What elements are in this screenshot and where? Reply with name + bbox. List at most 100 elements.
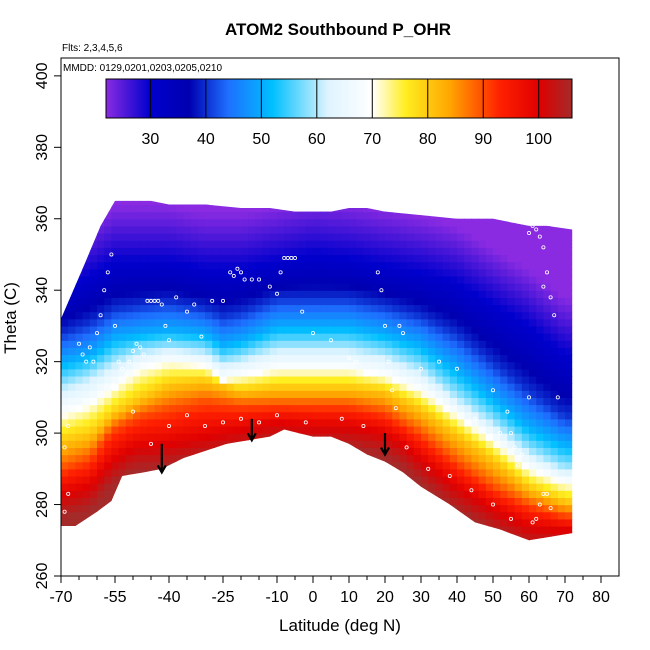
heatmap-cell bbox=[399, 354, 408, 363]
heatmap-cell bbox=[255, 540, 263, 548]
heatmap-cell bbox=[457, 354, 465, 363]
heatmap-cell bbox=[248, 261, 256, 270]
heatmap-cell bbox=[277, 347, 285, 356]
heatmap-cell bbox=[500, 440, 508, 448]
heatmap-cell bbox=[493, 511, 501, 520]
heatmap-cell bbox=[457, 361, 465, 370]
heatmap-cell bbox=[219, 540, 227, 548]
heatmap-cell bbox=[183, 275, 192, 284]
heatmap-cell bbox=[248, 283, 256, 291]
heatmap-cell bbox=[529, 411, 537, 420]
heatmap-cell bbox=[111, 411, 120, 420]
heatmap-cell bbox=[320, 525, 328, 534]
heatmap-cell bbox=[277, 383, 285, 391]
heatmap-cell bbox=[111, 390, 120, 398]
heatmap-cell bbox=[284, 283, 292, 291]
heatmap-cell bbox=[248, 483, 256, 491]
heatmap-cell bbox=[334, 200, 343, 206]
heatmap-cell bbox=[471, 333, 480, 341]
profile-point bbox=[498, 431, 503, 436]
heatmap-cell bbox=[161, 497, 170, 506]
heatmap-cell bbox=[169, 340, 177, 348]
heatmap-cell bbox=[442, 333, 451, 341]
heatmap-cell bbox=[305, 490, 314, 498]
profile-point bbox=[166, 338, 171, 343]
heatmap-cell bbox=[298, 368, 307, 377]
heatmap-cell bbox=[356, 468, 364, 477]
heatmap-cell bbox=[169, 418, 177, 427]
heatmap-cell bbox=[413, 200, 422, 206]
heatmap-cell bbox=[68, 211, 76, 220]
profile-point bbox=[300, 309, 305, 314]
heatmap-cell bbox=[248, 461, 256, 470]
heatmap-cell bbox=[320, 504, 328, 513]
heatmap-cell bbox=[169, 447, 177, 456]
heatmap-cell bbox=[485, 268, 494, 277]
heatmap-cell bbox=[485, 518, 494, 527]
heatmap-cell bbox=[190, 511, 199, 520]
heatmap-cell bbox=[61, 418, 69, 427]
heatmap-cell bbox=[82, 325, 91, 334]
heatmap-cell bbox=[485, 304, 494, 313]
heatmap-cell bbox=[529, 333, 537, 341]
heatmap-cell bbox=[421, 518, 429, 527]
heatmap-cell bbox=[190, 490, 199, 498]
arrows bbox=[156, 418, 390, 475]
heatmap-cell bbox=[140, 390, 148, 398]
heatmap-cell bbox=[435, 475, 444, 484]
heatmap-cell bbox=[190, 297, 199, 306]
heatmap-cell bbox=[435, 540, 443, 548]
heatmap-cell bbox=[291, 225, 300, 234]
heatmap-cell bbox=[442, 390, 451, 398]
heatmap-cell bbox=[205, 440, 213, 448]
profile-point bbox=[328, 338, 333, 343]
heatmap-cell bbox=[529, 383, 537, 391]
heatmap-cell bbox=[550, 490, 559, 498]
heatmap-cell bbox=[241, 333, 249, 341]
heatmap-cell bbox=[219, 318, 228, 327]
heatmap-cell bbox=[255, 283, 264, 291]
heatmap-cell bbox=[349, 333, 357, 341]
heatmap-cell bbox=[269, 433, 278, 441]
heatmap-cell bbox=[61, 454, 69, 463]
heatmap-cell bbox=[536, 347, 544, 356]
heatmap-cell bbox=[183, 533, 192, 541]
heatmap-cell bbox=[377, 318, 386, 327]
heatmap-cell bbox=[399, 375, 408, 384]
x-tick-label: -55 bbox=[103, 589, 126, 606]
heatmap-cell bbox=[269, 340, 278, 348]
heatmap-cell bbox=[125, 283, 134, 291]
heatmap-cell bbox=[133, 440, 141, 448]
heatmap-cell bbox=[349, 390, 357, 398]
heatmap-cell bbox=[421, 375, 429, 384]
heatmap-cell bbox=[82, 440, 91, 448]
heatmap-cell bbox=[349, 200, 357, 206]
heatmap-cell bbox=[399, 461, 408, 470]
heatmap-cell bbox=[385, 433, 393, 441]
profile-point bbox=[545, 491, 550, 496]
heatmap-cell bbox=[89, 518, 98, 527]
heatmap-cell bbox=[190, 333, 199, 341]
heatmap-cell bbox=[161, 375, 170, 384]
heatmap-cell bbox=[478, 490, 487, 498]
profile-point bbox=[210, 298, 215, 303]
heatmap-cell bbox=[154, 354, 163, 363]
heatmap-cell bbox=[500, 433, 508, 441]
heatmap-cell bbox=[565, 490, 573, 498]
heatmap-cell bbox=[370, 504, 379, 513]
heatmap-cell bbox=[421, 283, 429, 291]
colorbar-ticks: 30 40 50 60 70 80 90 100 bbox=[141, 79, 552, 148]
heatmap-cell bbox=[147, 411, 156, 420]
heatmap-cell bbox=[190, 483, 199, 491]
heatmap-cell bbox=[305, 375, 314, 384]
heatmap-cell bbox=[370, 368, 379, 377]
heatmap-cell bbox=[464, 347, 472, 356]
heatmap-cell bbox=[399, 240, 408, 248]
heatmap-cell bbox=[493, 368, 501, 377]
heatmap-cell bbox=[212, 397, 220, 406]
heatmap-cell bbox=[241, 454, 249, 463]
heatmap-cell bbox=[75, 468, 84, 477]
heatmap-cell bbox=[557, 225, 566, 234]
heatmap-cell bbox=[68, 504, 76, 513]
heatmap-cell bbox=[154, 304, 163, 313]
